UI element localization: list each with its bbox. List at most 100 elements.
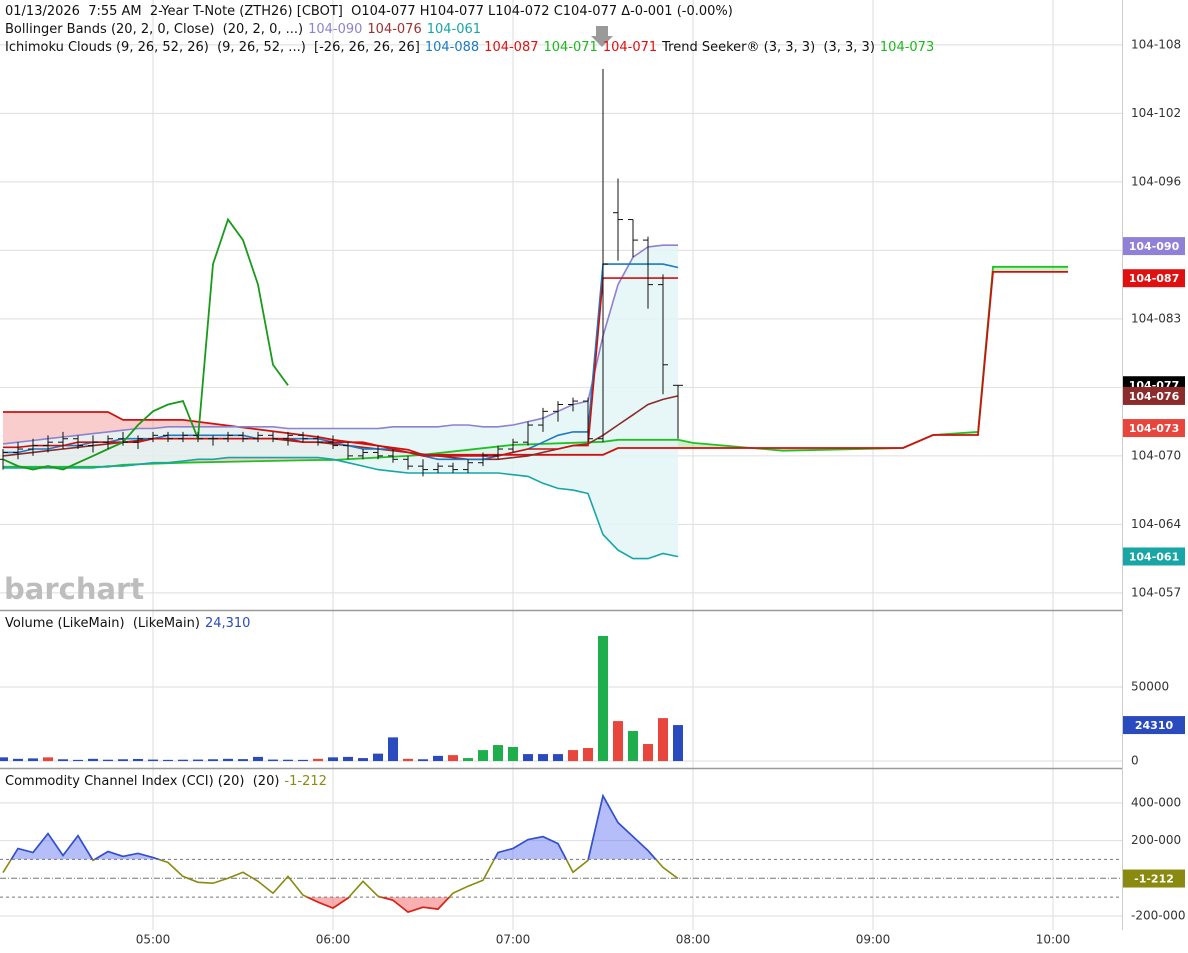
- volume-bar: [328, 757, 338, 762]
- volume-bar: [253, 756, 263, 762]
- volume-bar: [148, 759, 158, 762]
- price-tag-label: 104-073: [1129, 422, 1180, 435]
- price-tag: [1123, 716, 1185, 735]
- plot-layer: [0, 68, 1068, 913]
- price-tag-label: 24310: [1135, 719, 1174, 732]
- legend-item: Commodity Channel Index (CCI) (20) (20): [5, 774, 279, 789]
- volume-bar: [58, 759, 68, 762]
- volume-bar: [658, 718, 668, 762]
- volume-bar: [28, 758, 38, 762]
- volume-bar: [343, 756, 353, 762]
- legend-item: 104-090: [308, 22, 362, 37]
- volume-bar: [673, 725, 683, 762]
- legend-item: 104-076: [367, 22, 421, 37]
- price-tag-label: -1-212: [1134, 873, 1174, 886]
- price-tag-label: 104-090: [1129, 240, 1180, 253]
- price-tag: [1123, 237, 1185, 256]
- price-tag: [1123, 269, 1185, 288]
- x-tick-label: 05:00: [136, 933, 171, 947]
- volume-bar: [103, 759, 113, 762]
- legend: 01/13/2026 7:55 AM 2-Year T-Note (ZTH26)…: [5, 4, 733, 19]
- y-tick-label: 104-057: [1131, 585, 1181, 599]
- legend-item: 104-071: [544, 40, 598, 55]
- price-tag: [1123, 869, 1185, 888]
- price-tag: [1123, 547, 1185, 566]
- legend-item: 24,310: [205, 616, 251, 631]
- volume-bar: [238, 759, 248, 762]
- volume-bar: [208, 759, 218, 762]
- legend-item: Trend Seeker® (3, 3, 3) (3, 3, 3): [661, 40, 875, 55]
- cloud-line: [3, 271, 1068, 456]
- x-tick-label: 08:00: [676, 933, 711, 947]
- volume-bar: [283, 759, 293, 762]
- price-tag: [1123, 386, 1185, 405]
- volume-bar: [598, 635, 608, 762]
- band-fill: [3, 245, 678, 559]
- cci-fill-upper: [11, 795, 656, 860]
- legend-item: -1-212: [284, 774, 326, 789]
- legend-item: Bollinger Bands (20, 2, 0, Close) (20, 2…: [5, 22, 303, 37]
- volume-bar: [523, 754, 533, 762]
- volume-bar: [163, 759, 173, 762]
- legend-item: 104-061: [427, 22, 481, 37]
- volume-bar: [43, 757, 53, 762]
- cci-fill-lower: [3, 897, 678, 913]
- volume-bar: [178, 759, 188, 762]
- cloud-fill: [678, 439, 693, 448]
- x-tick-label: 09:00: [856, 933, 891, 947]
- volume-bar: [118, 759, 128, 762]
- legend-item: Ichimoku Clouds (9, 26, 52, 26) (9, 26, …: [5, 40, 420, 55]
- y-tick-label: 104-108: [1131, 37, 1181, 51]
- label-layer: 104-057104-064104-070104-077104-083104-0…: [5, 4, 1185, 947]
- indicator-line: [3, 277, 678, 457]
- legend-item: 104-073: [880, 40, 934, 55]
- x-tick-label: 06:00: [316, 933, 351, 947]
- price-tag-label: 104-087: [1129, 272, 1180, 285]
- volume-bar: [13, 758, 23, 762]
- y-tick-label: 104-083: [1131, 311, 1181, 325]
- volume-bar: [448, 755, 458, 762]
- volume-bar: [538, 754, 548, 762]
- volume-bar: [223, 758, 233, 762]
- y-tick-label: 104-102: [1131, 106, 1181, 120]
- volume-bar: [268, 759, 278, 762]
- indicator-line: [3, 263, 679, 461]
- indicator-line: [2, 244, 678, 445]
- y-tick-label: 50000: [1131, 680, 1169, 694]
- volume-bar: [553, 754, 563, 762]
- volume-bar: [88, 758, 98, 762]
- legend-item: 01/13/2026 7:55 AM 2-Year T-Note (ZTH26)…: [5, 4, 733, 19]
- legend: Bollinger Bands (20, 2, 0, Close) (20, 2…: [5, 22, 481, 37]
- volume-bar: [313, 758, 323, 762]
- volume-bar: [358, 758, 368, 762]
- volume-bar: [643, 744, 653, 762]
- volume-bar: [388, 737, 398, 762]
- volume-bar: [0, 757, 8, 762]
- volume-bar: [568, 750, 578, 762]
- volume-bar: [133, 758, 143, 762]
- legend-item: 104-088: [425, 40, 479, 55]
- volume-bar: [493, 745, 503, 762]
- legend: Volume (LikeMain) (LikeMain) 24,310: [5, 616, 250, 631]
- price-tag: [1123, 419, 1185, 438]
- x-tick-label: 10:00: [1036, 933, 1071, 947]
- y-tick-label: 104-070: [1131, 448, 1181, 462]
- legend-item: 104-071: [603, 40, 657, 55]
- y-tick-label: 200-000: [1131, 833, 1181, 847]
- volume-bar: [463, 758, 473, 762]
- volume-bar: [73, 759, 83, 762]
- volume-bar: [193, 759, 203, 762]
- volume-bar: [628, 730, 638, 762]
- volume-bar: [298, 759, 308, 762]
- marker-arrow: [591, 26, 613, 47]
- volume-bar: [478, 750, 488, 762]
- lagging-line: [2, 217, 289, 471]
- indicator-line: [3, 456, 679, 560]
- y-tick-label: 104-096: [1131, 174, 1181, 188]
- volume-bar: [403, 758, 413, 762]
- legend-item: Volume (LikeMain) (LikeMain): [5, 616, 200, 631]
- price-tag-label: 104-061: [1129, 550, 1180, 563]
- legend: Commodity Channel Index (CCI) (20) (20) -…: [5, 774, 327, 789]
